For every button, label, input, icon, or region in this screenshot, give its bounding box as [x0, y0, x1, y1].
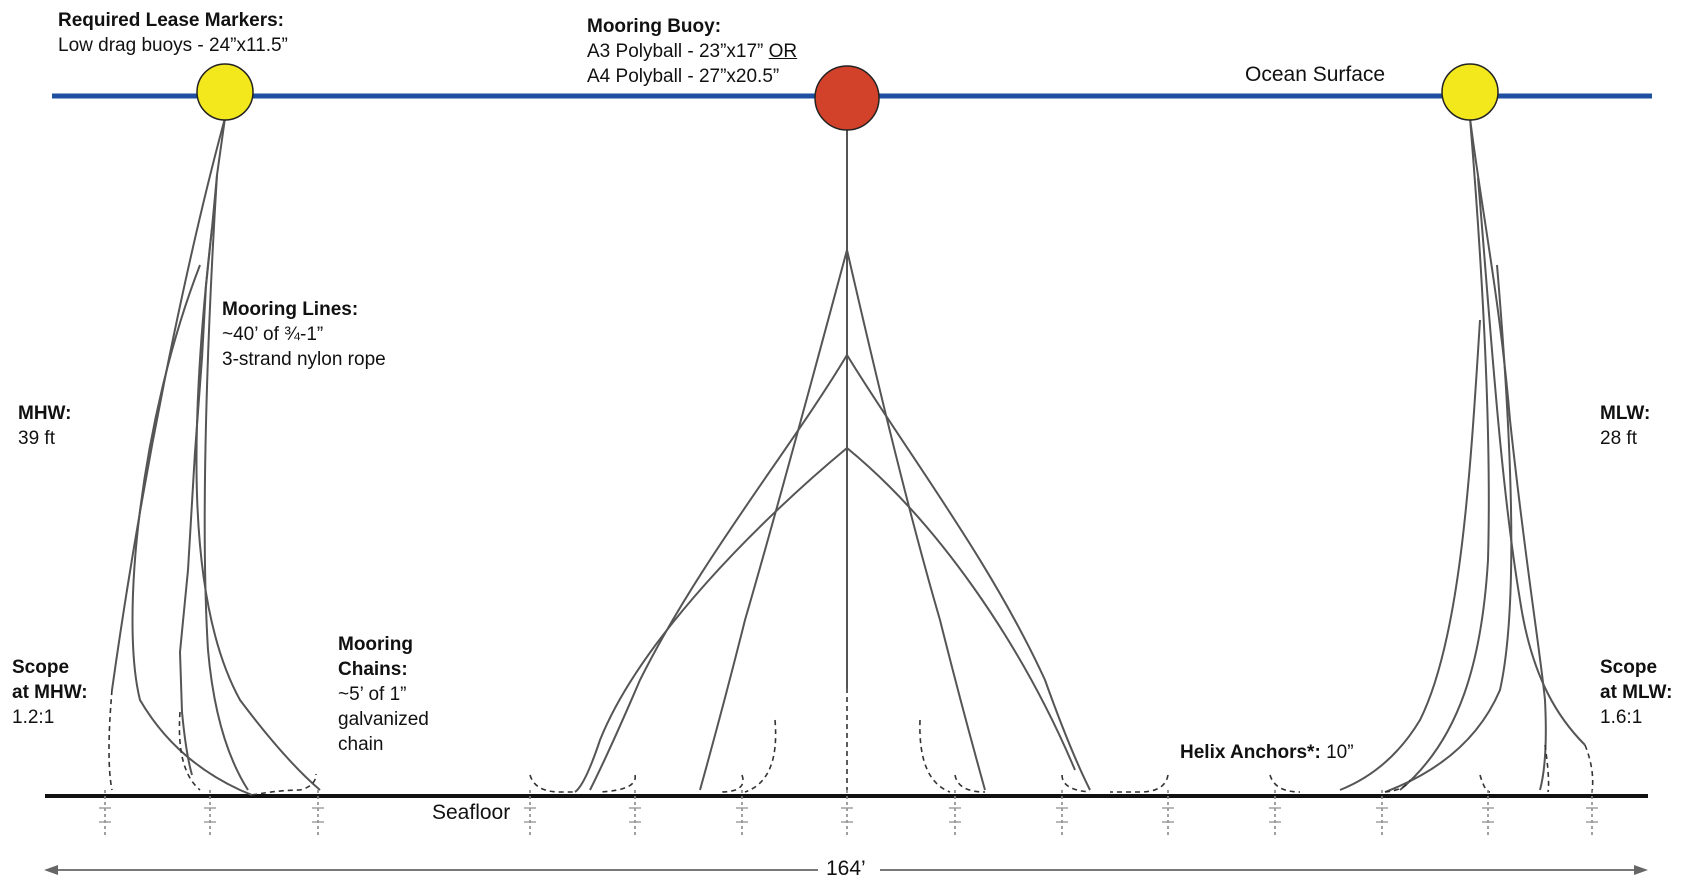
- lease-markers-label: Required Lease Markers: Low drag buoys -…: [58, 8, 288, 58]
- right-marker-lines: [1339, 117, 1586, 793]
- right-marker-chains: [1269, 744, 1594, 793]
- mooring-chains-line5: chain: [338, 734, 384, 755]
- scope-mlw-value: 1.6:1: [1600, 707, 1643, 728]
- left-marker-lines: [111, 117, 321, 796]
- mooring-buoy-line1-text: A3 Polyball - 23”x17”: [587, 41, 764, 62]
- helix-anchors-label: Helix Anchors*: 10”: [1180, 740, 1354, 765]
- mooring-lines-label: Mooring Lines: ~40’ of ¾-1” 3-strand nyl…: [222, 297, 386, 372]
- mlw-title: MLW:: [1600, 403, 1651, 424]
- mooring-chains-line1: Mooring: [338, 634, 413, 655]
- mooring-buoy-line1: A3 Polyball - 23”x17” OR: [587, 39, 797, 64]
- mhw-title: MHW:: [18, 403, 72, 424]
- mooring-buoy-label: Mooring Buoy: A3 Polyball - 23”x17” OR A…: [587, 14, 797, 89]
- mooring-chains-line3: ~5’ of 1”: [338, 684, 407, 705]
- scope-mhw-label: Scope at MHW: 1.2:1: [12, 655, 88, 730]
- scope-mlw-label: Scope at MLW: 1.6:1: [1600, 655, 1672, 730]
- center-mooring-lines: [574, 104, 1091, 793]
- mlw-label: MLW: 28 ft: [1600, 401, 1650, 451]
- scope-mhw-line2: at MHW:: [12, 682, 88, 703]
- lease-markers-desc: Low drag buoys - 24”x11.5”: [58, 35, 288, 56]
- mooring-lines-title: Mooring Lines:: [222, 299, 359, 320]
- helix-anchor-plates: [99, 807, 1598, 823]
- helix-anchors: [104, 790, 1593, 838]
- mooring-buoy-line2: A4 Polyball - 27”x20.5”: [587, 66, 780, 87]
- scope-mlw-line1: Scope: [1600, 657, 1658, 678]
- helix-anchors-value: 10”: [1326, 742, 1354, 763]
- mhw-value: 39 ft: [18, 428, 55, 449]
- mooring-buoy-or: OR: [768, 41, 798, 62]
- lease-markers-title: Required Lease Markers:: [58, 10, 284, 31]
- center-mooring-chains: [529, 688, 1169, 793]
- mooring-lines-line1: ~40’ of ¾-1”: [222, 324, 324, 345]
- mooring-chains-label: Mooring Chains: ~5’ of 1” galvanized cha…: [338, 632, 429, 757]
- mooring-lines-line2: 3-strand nylon rope: [222, 349, 386, 370]
- mlw-value: 28 ft: [1600, 428, 1637, 449]
- helix-anchors-title: Helix Anchors*:: [1180, 742, 1321, 763]
- scope-mhw-line1: Scope: [12, 657, 70, 678]
- right-lease-marker-buoy: [1441, 63, 1499, 121]
- ocean-surface-label: Ocean Surface: [1245, 63, 1386, 86]
- scope-mlw-line2: at MLW:: [1600, 682, 1673, 703]
- left-marker-chains: [108, 689, 317, 796]
- mooring-chains-line2: Chains:: [338, 659, 408, 680]
- mooring-buoy-title: Mooring Buoy:: [587, 16, 722, 37]
- mhw-label: MHW: 39 ft: [18, 401, 71, 451]
- mooring-buoy: [814, 65, 880, 131]
- mooring-chains-line4: galvanized: [338, 709, 429, 730]
- span-dimension-arrow: [44, 865, 1648, 875]
- seafloor-label: Seafloor: [432, 801, 511, 824]
- span-label: 164’: [826, 857, 866, 880]
- scope-mhw-value: 1.2:1: [12, 707, 55, 728]
- left-lease-marker-buoy: [196, 63, 254, 121]
